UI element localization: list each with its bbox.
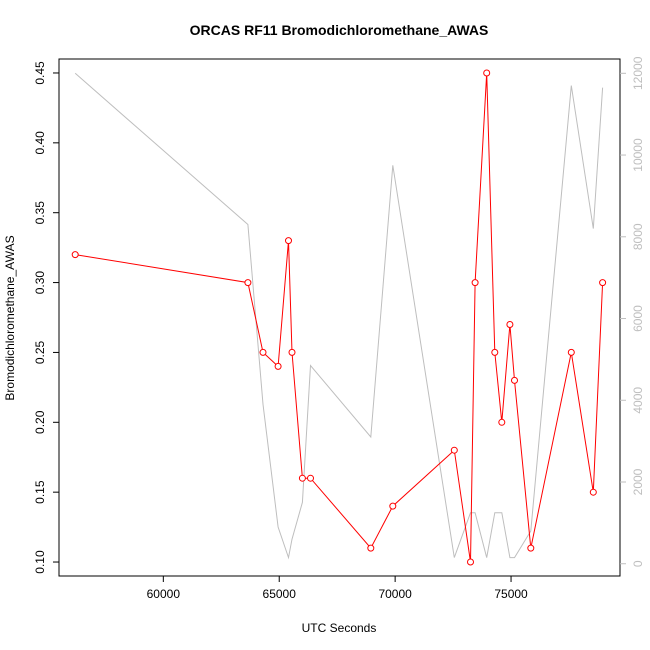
data-point-marker	[307, 474, 314, 482]
right-axis-tick-label: 12000	[631, 56, 645, 90]
y-axis-tick-label: 0.30	[33, 271, 47, 295]
y-axis-label: Bromodichloromethane_AWAS	[3, 235, 17, 400]
chart-title: ORCAS RF11 Bromodichloromethane_AWAS	[190, 22, 489, 38]
data-point-marker	[506, 321, 514, 328]
data-point-marker	[367, 544, 375, 552]
data-point-marker	[567, 348, 575, 356]
data-point-marker	[599, 279, 607, 287]
y-axis-tick-label: 0.35	[33, 201, 47, 225]
series-layer	[71, 69, 607, 566]
y-axis-tick-label: 0.15	[33, 480, 47, 504]
data-point-marker	[288, 348, 296, 356]
data-point-marker	[471, 279, 479, 287]
x-axis-tick-label: 60000	[147, 587, 181, 601]
y-axis-tick-label: 0.20	[33, 410, 47, 434]
data-point-marker	[467, 558, 474, 566]
data-point-marker	[589, 488, 597, 496]
right-axis-tick-label: 4000	[631, 387, 645, 414]
data-point-marker	[483, 69, 491, 77]
x-axis-tick-label: 65000	[263, 587, 297, 601]
data-point-marker	[298, 474, 306, 482]
x-axis-tick-label: 70000	[378, 587, 412, 601]
left-axis-series-line	[75, 72, 604, 563]
data-point-marker	[274, 362, 282, 370]
right-axis-tick-label: 2000	[631, 468, 645, 495]
data-point-marker	[259, 348, 267, 356]
data-point-marker	[244, 279, 252, 287]
data-point-marker	[491, 348, 499, 356]
data-point-marker	[389, 502, 397, 510]
right-axis-tick-label: 0	[631, 560, 645, 567]
x-axis-tick-label: 75000	[494, 587, 528, 601]
y-axis-tick-label: 0.40	[33, 131, 47, 155]
axis-layer: 60000 65000 70000 750000.100.150.200.250.30…	[33, 56, 645, 601]
data-point-marker	[450, 446, 458, 454]
y-axis-tick-label: 0.10	[33, 550, 47, 574]
right-axis-series-line	[74, 72, 604, 560]
y-axis-tick-label: 0.45	[33, 61, 47, 85]
data-point-marker	[527, 544, 535, 552]
data-point-marker	[71, 251, 79, 259]
data-point-marker	[285, 237, 292, 245]
right-axis-tick-label: 8000	[631, 223, 645, 250]
data-point-marker	[498, 418, 506, 426]
plot-frame	[58, 58, 621, 577]
data-point-marker	[511, 376, 518, 384]
right-axis-tick-label: 10000	[631, 138, 645, 172]
x-axis-label: UTC Seconds	[302, 621, 377, 635]
y-axis-tick-label: 0.25	[33, 340, 47, 364]
right-axis-tick-label: 6000	[631, 305, 645, 332]
